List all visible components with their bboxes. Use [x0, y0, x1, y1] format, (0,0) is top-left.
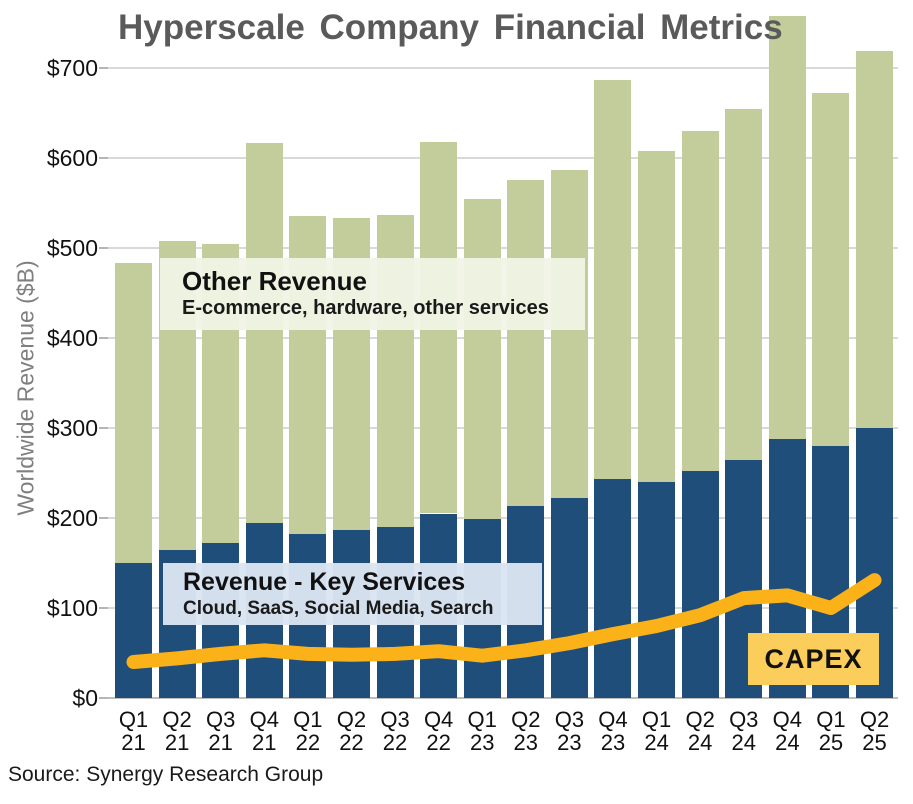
gridline	[108, 517, 898, 519]
x-tick-label: Q2 23	[511, 707, 541, 755]
y-tick-label: $400	[46, 325, 98, 351]
x-tick-label: Q3 22	[380, 707, 410, 755]
source-text: Source: Synergy Research Group	[8, 763, 324, 786]
gridline	[108, 67, 898, 69]
x-tick-label: Q1 21	[118, 707, 149, 755]
capex-line-path	[126, 573, 882, 669]
bar-segment-other-revenue	[856, 50, 894, 428]
other-revenue-annotation: Other Revenue E-commerce, hardware, othe…	[160, 258, 585, 330]
key-services-annotation: Revenue - Key Services Cloud, SaaS, Soci…	[163, 563, 542, 625]
y-tick-label: $200	[46, 505, 98, 531]
bar-segment-other-revenue	[725, 108, 763, 460]
bar-segment-key-services	[638, 482, 676, 698]
bar-segment-key-services	[594, 479, 632, 698]
bar-segment-other-revenue	[812, 93, 850, 446]
y-axis-tick	[99, 157, 108, 159]
bar-segment-other-revenue	[681, 131, 719, 472]
bar-segment-key-services	[115, 563, 152, 698]
y-axis-tick	[99, 427, 108, 429]
key-services-annotation-subtitle: Cloud, SaaS, Social Media, Search	[183, 598, 494, 619]
bar-segment-other-revenue	[768, 15, 806, 439]
x-tick-label: Q1 22	[293, 707, 323, 755]
bar-segment-other-revenue	[550, 169, 588, 499]
x-tick-label: Q3 24	[729, 707, 759, 755]
y-tick-label: $500	[46, 235, 98, 261]
y-tick-label: $600	[46, 145, 98, 171]
capex-annotation-label: CAPEX	[764, 644, 863, 674]
y-tick-label: $0	[72, 685, 98, 711]
bar-segment-other-revenue	[507, 179, 545, 507]
bar-segment-other-revenue	[638, 150, 676, 482]
chart-title: Hyperscale Company Financial Metrics	[118, 8, 783, 47]
y-tick-label: $300	[46, 415, 98, 441]
x-tick-label: Q2 21	[162, 707, 192, 755]
x-tick-label: Q3 21	[205, 707, 236, 755]
y-axis-tick	[99, 247, 108, 249]
gridline	[108, 337, 898, 339]
x-tick-label: Q4 22	[423, 707, 454, 755]
y-tick-label: $700	[46, 55, 98, 81]
x-tick-label: Q1 24	[641, 707, 672, 755]
x-tick-label: Q3 23	[554, 707, 585, 755]
other-revenue-annotation-title: Other Revenue	[182, 266, 367, 296]
y-axis-tick	[99, 67, 108, 69]
x-tick-label: Q4 21	[249, 707, 279, 755]
capex-annotation: CAPEX	[748, 633, 879, 685]
y-axis-tick	[99, 337, 108, 339]
y-axis-title: Worldwide Revenue ($B)	[12, 260, 39, 516]
bar-segment-other-revenue	[115, 263, 152, 563]
gridline	[108, 157, 898, 159]
x-tick-label: Q1 25	[816, 707, 846, 755]
y-axis-tick	[99, 697, 108, 699]
bar-segment-other-revenue	[594, 79, 632, 480]
bar-segment-other-revenue	[463, 199, 501, 519]
x-tick-label: Q2 24	[685, 707, 715, 755]
x-tick-label: Q1 23	[467, 707, 497, 755]
y-tick-label: $100	[46, 595, 98, 621]
key-services-annotation-title: Revenue - Key Services	[183, 568, 466, 596]
gridline	[108, 427, 898, 429]
gridline	[108, 247, 898, 249]
x-tick-label: Q2 25	[859, 707, 890, 755]
bar-segment-key-services	[550, 498, 588, 698]
bar-segment-other-revenue	[245, 142, 283, 524]
bar-segment-key-services	[681, 471, 719, 698]
y-axis-tick	[99, 607, 108, 609]
x-tick-label: Q2 22	[336, 707, 367, 755]
x-tick-label: Q4 24	[772, 707, 803, 755]
y-axis-tick	[99, 517, 108, 519]
other-revenue-annotation-subtitle: E-commerce, hardware, other services	[182, 297, 549, 319]
x-tick-label: Q4 23	[598, 707, 628, 755]
gridline	[108, 697, 898, 699]
